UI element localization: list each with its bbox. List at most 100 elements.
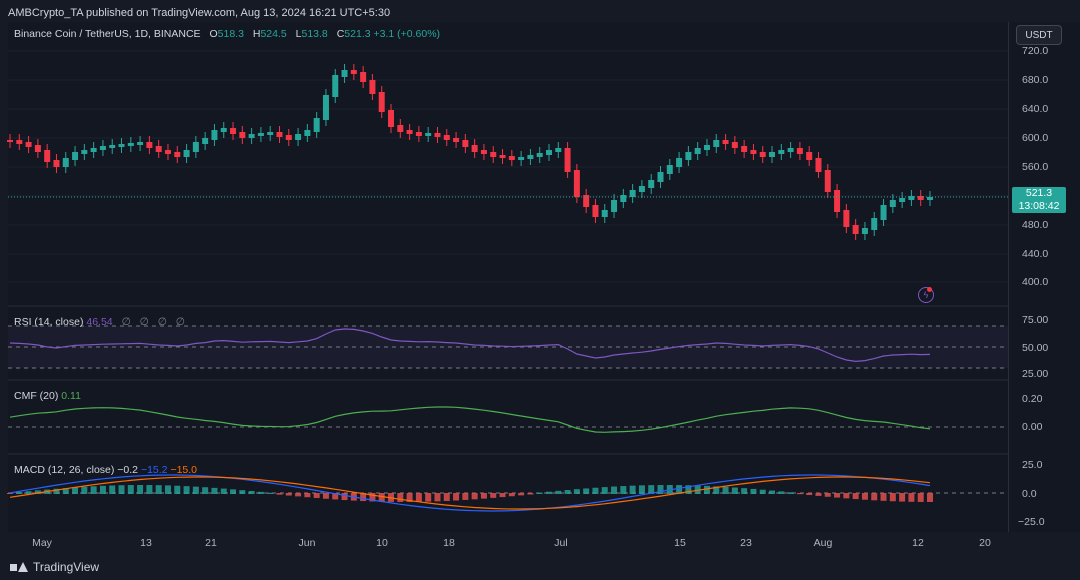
last-price-tag: 521.3 13:08:42 (1012, 187, 1066, 213)
macd-histogram-bar (583, 488, 590, 494)
candle-body (44, 150, 51, 162)
high-label: H (252, 28, 261, 40)
tradingview-logo-icon (10, 562, 28, 572)
candle-body (703, 145, 710, 150)
macd-histogram-bar (248, 490, 255, 494)
candle-body (927, 197, 933, 200)
macd-histogram-bar (471, 493, 478, 500)
macd-histogram-bar (555, 490, 562, 494)
candle-body (685, 152, 692, 160)
macd-histogram-bar (267, 492, 274, 494)
macd-histogram-bar (332, 493, 339, 500)
candle-body (499, 155, 506, 158)
candle-body (16, 140, 23, 144)
candle-body (53, 160, 60, 167)
rsi-settings[interactable]: ∅ ∅ ∅ ∅ (121, 316, 188, 328)
date-tick: Jul (554, 537, 568, 549)
cmf-line (9, 406, 931, 433)
currency-button[interactable]: USDT (1016, 25, 1062, 45)
candle-body (871, 218, 878, 230)
candle-body (778, 150, 785, 154)
date-tick: 18 (443, 537, 455, 549)
candle-body (564, 148, 571, 172)
macd-histogram-bar (518, 493, 525, 496)
rsi-tick: 75.00 (1022, 314, 1049, 326)
candle-body (676, 158, 683, 167)
candle-body (183, 150, 190, 157)
chart-area[interactable] (8, 22, 1008, 532)
candle-body (815, 158, 822, 172)
price-tick: 480.0 (1022, 219, 1049, 231)
candle-body (397, 125, 404, 132)
macd-histogram-bar (731, 487, 738, 494)
macd-histogram-bar (592, 487, 599, 494)
open-label: O (209, 28, 218, 40)
candle-body (722, 140, 729, 144)
candle-body (443, 135, 450, 140)
price-scale[interactable] (1008, 22, 1080, 532)
candle-body (731, 142, 738, 148)
candle-body (601, 210, 608, 217)
open-value: 518.3 (217, 28, 244, 40)
candle-body (490, 152, 497, 157)
macd-histogram-bar (378, 493, 385, 502)
candle-body (796, 148, 803, 154)
candle-body (908, 196, 915, 200)
macd-histogram-bar (824, 493, 831, 497)
candle-body (7, 140, 13, 142)
macd-histogram-bar (685, 485, 692, 494)
candle-body (843, 210, 850, 227)
macd-tick: −25.0 (1018, 516, 1045, 528)
candle-body (453, 138, 460, 142)
macd-histogram-bar (889, 493, 896, 502)
date-tick: Jun (298, 537, 316, 549)
candle-body (657, 172, 664, 182)
last-price: 521.3 (1025, 187, 1053, 199)
macd-histogram-bar (787, 492, 794, 494)
macd-histogram-bar (192, 486, 199, 494)
macd-histogram-bar (34, 490, 41, 494)
candle-body (852, 225, 859, 234)
price-tick: 640.0 (1022, 103, 1049, 115)
price-tick: 560.0 (1022, 161, 1049, 173)
candle-body (257, 133, 264, 136)
flash-icon[interactable]: ϟ (918, 287, 934, 303)
macd-histogram-bar (25, 491, 32, 494)
rsi-legend: RSI (14, close) 46.54 ∅ ∅ ∅ ∅ (14, 316, 188, 328)
candle-body (861, 228, 868, 234)
candle-body (378, 92, 385, 112)
candle-body (276, 132, 283, 137)
candle-body (573, 170, 580, 197)
date-tick: 23 (740, 537, 752, 549)
candle-body (592, 205, 599, 217)
date-tick: Aug (813, 537, 833, 549)
candle-body (889, 200, 896, 207)
candle-body (164, 150, 171, 154)
macd-histogram-bar (304, 493, 311, 498)
candle-body (545, 150, 552, 155)
macd-histogram-bar (202, 487, 209, 494)
macd-signal-value: −15.0 (170, 464, 198, 476)
macd-histogram-bar (118, 485, 125, 494)
candle-body (480, 150, 487, 154)
candle-body (90, 148, 97, 152)
macd-histogram-bar (239, 490, 246, 494)
cmf-legend: CMF (20) 0.11 (14, 390, 81, 402)
candle-body (62, 158, 69, 167)
cmf-tick: 0.00 (1022, 421, 1043, 433)
candle-body (174, 152, 181, 157)
macd-histogram-bar (164, 485, 171, 494)
macd-histogram-bar (72, 487, 79, 494)
candle-body (518, 157, 525, 160)
macd-histogram-bar (676, 485, 683, 494)
candle-body (620, 195, 627, 202)
macd-histogram-bar (648, 485, 655, 494)
macd-histogram-bar (545, 491, 552, 494)
macd-histogram-bar (490, 493, 497, 498)
candle-body (406, 130, 413, 134)
macd-histogram-bar (369, 493, 376, 502)
candle-body (638, 186, 645, 192)
candle-body (72, 152, 79, 160)
cmf-tick: 0.20 (1022, 393, 1043, 405)
